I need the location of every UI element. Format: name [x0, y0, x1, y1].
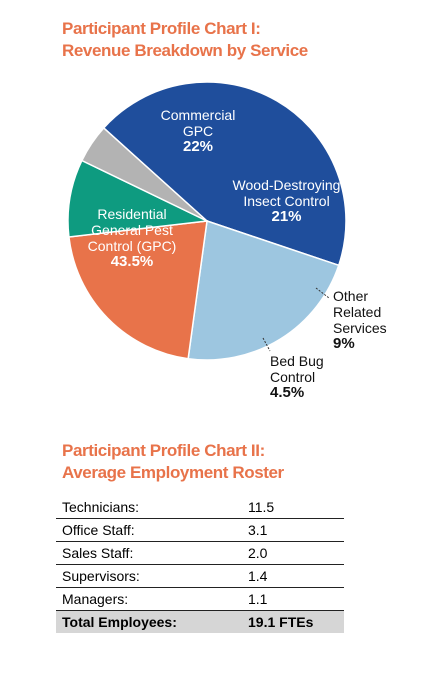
value-label: 4.5%	[270, 384, 305, 401]
table-title: Participant Profile Chart II: Average Em…	[62, 440, 284, 484]
table-row: Sales Staff: 2.0	[56, 541, 344, 565]
pie-slice	[68, 220, 208, 360]
table-row: Technicians: 11.5	[56, 496, 344, 519]
value-label: 21%	[271, 208, 302, 225]
total-row: Total Employees: 19.1 FTEs	[56, 610, 344, 633]
table-row: Managers: 1.1	[56, 587, 344, 611]
table-row: Office Staff: 3.1	[56, 518, 344, 542]
chart-title: Participant Profile Chart I: Revenue Bre…	[62, 18, 308, 62]
slice-label: Wood-Destroying Insect Control 21%	[229, 177, 344, 225]
title-line: Participant Profile Chart I:	[62, 19, 261, 38]
title-line: Revenue Breakdown by Service	[62, 41, 308, 60]
table-cell: Managers:	[56, 587, 242, 611]
slice-label: Commercial GPC 22%	[158, 107, 238, 155]
pie-slice	[102, 81, 347, 267]
table-cell: Office Staff:	[56, 518, 242, 542]
table-row: Supervisors: 1.4	[56, 564, 344, 588]
category-label: Commercial GPC	[160, 107, 236, 139]
title-line: Average Employment Roster	[62, 463, 284, 482]
table-cell: 2.0	[242, 541, 344, 565]
table-cell: 3.1	[242, 518, 344, 542]
pie-slice	[80, 126, 208, 222]
slice-label: Bed Bug Control 4.5%	[270, 353, 328, 401]
table-cell: 1.1	[242, 587, 344, 611]
category-label: Bed Bug Control	[270, 353, 324, 385]
roster-table: Technicians: 11.5 Office Staff: 3.1 Sales St…	[56, 496, 344, 633]
table-cell: Supervisors:	[56, 564, 242, 588]
value-label: 43.5%	[110, 253, 154, 270]
pie-slice	[187, 220, 340, 361]
table-cell: 1.4	[242, 564, 344, 588]
table-cell: 11.5	[242, 496, 344, 519]
table-cell: Total Employees:	[56, 610, 242, 633]
table-cell: Technicians:	[56, 496, 242, 519]
slice-label: Residential General Pest Control (GPC) 43…	[77, 206, 187, 270]
category-label: Wood-Destroying Insect Control	[232, 177, 341, 209]
category-label: Other Related Services	[333, 288, 387, 336]
pie-slice	[67, 159, 210, 238]
category-label: Residential General Pest Control (GPC)	[87, 206, 177, 254]
leader-line	[262, 337, 271, 352]
table-cell: 19.1 FTEs	[242, 610, 344, 633]
value-label: 22%	[182, 138, 214, 155]
value-label: 9%	[333, 335, 355, 352]
pie-chart	[67, 81, 347, 361]
table-cell: Sales Staff:	[56, 541, 242, 565]
title-line: Participant Profile Chart II:	[62, 441, 265, 460]
leader-line	[315, 287, 330, 299]
slice-label: Other Related Services 9%	[333, 288, 395, 352]
